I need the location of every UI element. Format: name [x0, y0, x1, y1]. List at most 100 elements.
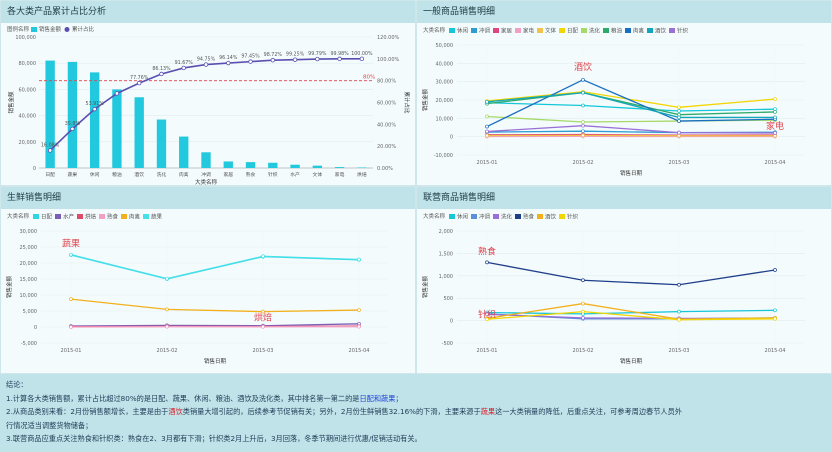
x-tick-label: 2015-04: [765, 348, 786, 354]
series-point: [357, 324, 361, 329]
series-point: [581, 133, 585, 138]
cumulative-point: [159, 71, 164, 77]
bar: [179, 136, 189, 168]
legend-label: 日配: [567, 28, 579, 35]
conclusion-title: 结论：: [6, 380, 28, 389]
annotation-label: 熟食: [478, 245, 496, 257]
x-tick-label: 2015-02: [573, 348, 594, 354]
legend-label: 洗化: [501, 213, 513, 221]
series-point: [773, 308, 777, 313]
bar: [201, 152, 211, 168]
bar: [134, 97, 144, 168]
fresh-panel: 生鲜销售明细 大类名称 日配 水产 烘焙 熟食 肉禽 蔬果 -5,000 0 5,000 10,00…: [0, 186, 416, 374]
legend-swatch: [603, 28, 609, 33]
data-label: 100.00%: [351, 51, 373, 57]
legend-swatch: [33, 214, 39, 219]
series-point: [69, 325, 73, 329]
legend-label: 烘焙: [85, 213, 97, 221]
data-label: 91.67%: [175, 60, 194, 66]
y-tick-label: 0: [34, 325, 37, 331]
series-point: [485, 99, 489, 104]
fresh-chart: 大类名称 日配 水产 烘焙 熟食 肉禽 蔬果-5,00005,00010,00015,000…: [5, 212, 389, 365]
legend-label: 熟食: [523, 213, 535, 221]
series-point: [261, 254, 265, 259]
x-tick-label: 洗化: [157, 171, 167, 178]
bar: [156, 119, 167, 168]
conclusion: 结论： 1.计算各大类销售额，累计占比超过80%的是日配、蔬果、休闲、粮油、酒饮…: [0, 374, 832, 452]
legend-swatch: [537, 214, 543, 219]
bar: [312, 165, 323, 168]
series-line: [70, 298, 360, 313]
legend-title: 图例名称: [7, 25, 30, 33]
series-point: [357, 257, 361, 262]
y-tick-label: 0: [450, 135, 453, 141]
legend-title: 大类名称: [7, 212, 30, 220]
data-label: 98.72%: [264, 52, 283, 58]
x-axis-label: 销售日期: [620, 169, 643, 177]
legend-title: 大类名称: [423, 212, 446, 220]
series-point: [581, 77, 585, 82]
data-label: 97.45%: [241, 54, 260, 60]
legend-label: 粮油: [611, 27, 623, 35]
legend-swatch: [581, 28, 587, 33]
highlight: 酒饮: [168, 407, 183, 416]
series-line: [486, 79, 776, 128]
legend-swatch: [537, 28, 543, 33]
series-point: [677, 309, 681, 314]
cumulative-point: [203, 62, 209, 67]
panel-title: 生鲜销售明细: [1, 187, 415, 209]
cumulative-point: [359, 56, 365, 62]
cumulative-point: [136, 80, 142, 86]
series-point: [677, 130, 681, 135]
x-tick-label: 烘焙: [357, 171, 367, 178]
series-point: [581, 316, 585, 320]
cumulative-point: [292, 57, 298, 62]
legend-swatch: [143, 214, 149, 219]
x-tick-label: 休闲: [90, 171, 100, 178]
y-tick-label: 50,000: [436, 43, 454, 49]
cumulative-point: [181, 65, 186, 71]
legend-swatch: [559, 28, 565, 33]
annotation-label: 蔬果: [62, 238, 80, 250]
data-label: 16.08%: [41, 142, 60, 148]
highlight: 蔬果: [480, 407, 496, 416]
legend-label: 洗化: [589, 27, 601, 35]
legend-label: 冲调: [479, 27, 491, 35]
series-point: [485, 114, 489, 119]
series-point: [677, 317, 681, 322]
general-goods-panel: 一般商品销售明细 大类名称 休闲 冲调 家居 家电 文体 日配 洗化 粮油 肉禽 酒饮 针织 -10,0…: [416, 0, 832, 186]
series-point: [485, 260, 489, 265]
series-point: [485, 312, 489, 317]
data-label: 53.91%: [86, 101, 105, 107]
annotation-label: 针织: [478, 308, 496, 320]
x-tick-label: 冲调: [201, 171, 211, 178]
legend-swatch: [515, 214, 521, 219]
legend-swatch: [647, 28, 653, 33]
data-label: 99.98%: [330, 51, 349, 57]
series-point: [581, 278, 585, 283]
y-tick-label: 100,000: [15, 35, 36, 41]
y-tick-label: 60,000: [19, 87, 37, 93]
cumulative-point: [47, 148, 53, 153]
series-line: [486, 102, 776, 112]
x-tick-label: 酒饮: [134, 171, 144, 178]
y2-tick-label: 0.00%: [377, 166, 393, 172]
legend-label: 针织: [567, 213, 579, 221]
series-point: [677, 115, 681, 120]
y2-tick-label: 60.00%: [377, 101, 396, 107]
legend-label: 冲调: [479, 213, 491, 221]
text: 类销量大增引起的，后续参考节促销有关；另外，2月份生鲜销售32.16%的下滑，主…: [182, 407, 481, 416]
bar: [89, 72, 100, 168]
x-tick-label: 水产: [290, 171, 300, 178]
legend-label: 酒饮: [545, 213, 557, 221]
pareto-chart: 图例名称 销售金额 累计占比020,00040,00060,00080,000100…: [7, 25, 411, 185]
cumulative-point: [315, 56, 320, 62]
legend-title: 大类名称: [423, 26, 446, 34]
legend-swatch: [449, 28, 455, 33]
legend-swatch: [121, 214, 127, 219]
series-point: [677, 282, 681, 287]
y2-tick-label: 120.00%: [377, 35, 399, 41]
legend-swatch: [55, 214, 61, 219]
series-point: [581, 309, 585, 314]
series-line: [486, 125, 776, 134]
